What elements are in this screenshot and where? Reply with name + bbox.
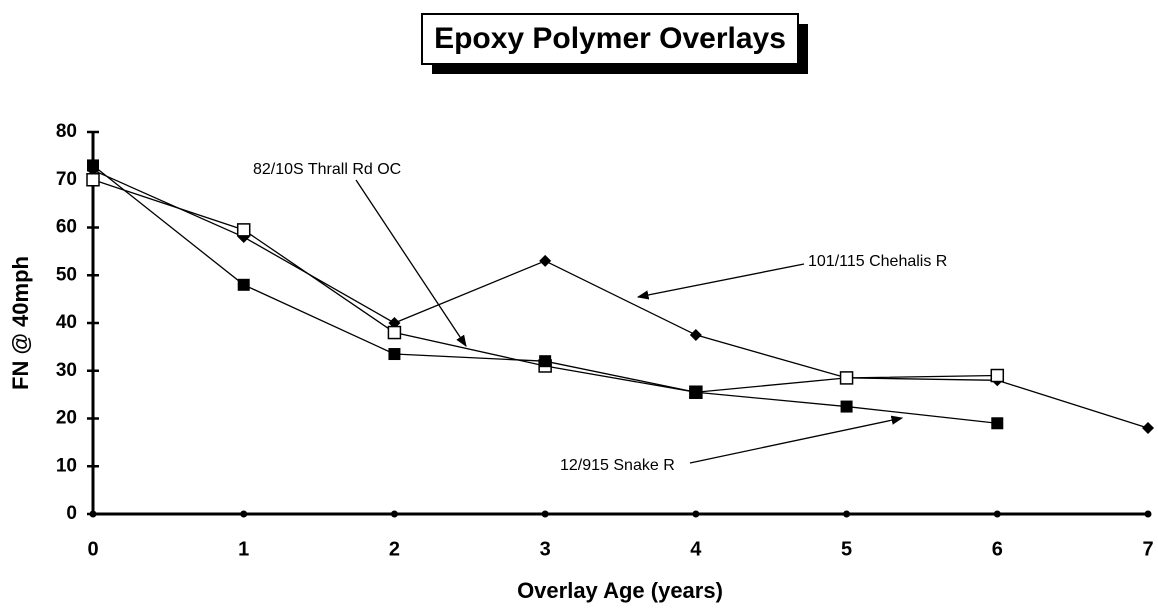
point <box>839 371 854 385</box>
point <box>87 159 99 172</box>
y-tick-label: 10 <box>56 455 77 476</box>
x-tick <box>993 510 1001 518</box>
y-tick-label: 60 <box>56 217 77 238</box>
y-tick-label: 20 <box>56 408 77 429</box>
y-tick-label: 70 <box>56 169 77 190</box>
series-line <box>92 169 1149 429</box>
x-tick <box>240 510 248 518</box>
point <box>539 355 552 368</box>
x-tick <box>1144 510 1152 518</box>
point <box>539 254 552 267</box>
series-label: 82/10S Thrall Rd OC <box>253 161 401 178</box>
point <box>991 417 1004 430</box>
y-tick-label: 0 <box>66 503 77 524</box>
x-tick-label: 3 <box>540 538 551 560</box>
point <box>840 400 853 413</box>
label-arrow <box>636 263 805 300</box>
point <box>689 328 702 341</box>
series-line <box>92 164 998 424</box>
title-box <box>421 13 799 65</box>
point <box>86 173 100 187</box>
point <box>236 223 251 237</box>
point <box>689 386 702 399</box>
series-label: 101/115 Chehalis R <box>808 253 947 270</box>
series-label: 12/915 Snake R <box>560 457 675 474</box>
x-tick-label: 0 <box>87 538 98 560</box>
x-tick <box>89 510 97 518</box>
y-tick-label: 80 <box>56 121 77 142</box>
y-tick-label: 40 <box>56 312 77 333</box>
x-tick-label: 1 <box>238 538 249 560</box>
x-tick <box>390 510 398 518</box>
x-tick-label: 4 <box>690 538 702 560</box>
y-tick-label: 30 <box>56 360 77 381</box>
y-tick-label: 50 <box>56 264 77 285</box>
label-arrow <box>689 415 904 464</box>
label-arrow <box>355 179 467 347</box>
chart-title: Epoxy Polymer Overlays <box>434 22 786 55</box>
x-tick-label: 7 <box>1142 538 1153 560</box>
x-tick <box>692 510 700 518</box>
x-tick <box>541 510 549 518</box>
y-axis-label: FN @ 40mph <box>8 256 33 390</box>
point <box>990 368 1005 383</box>
point <box>1142 422 1154 435</box>
x-tick-label: 5 <box>841 538 852 560</box>
x-tick-label: 2 <box>389 538 400 560</box>
point <box>387 325 402 340</box>
point <box>388 348 401 361</box>
x-tick <box>843 510 851 518</box>
point <box>237 278 250 291</box>
x-tick-label: 6 <box>992 538 1003 560</box>
x-axis-label: Overlay Age (years) <box>517 578 723 603</box>
